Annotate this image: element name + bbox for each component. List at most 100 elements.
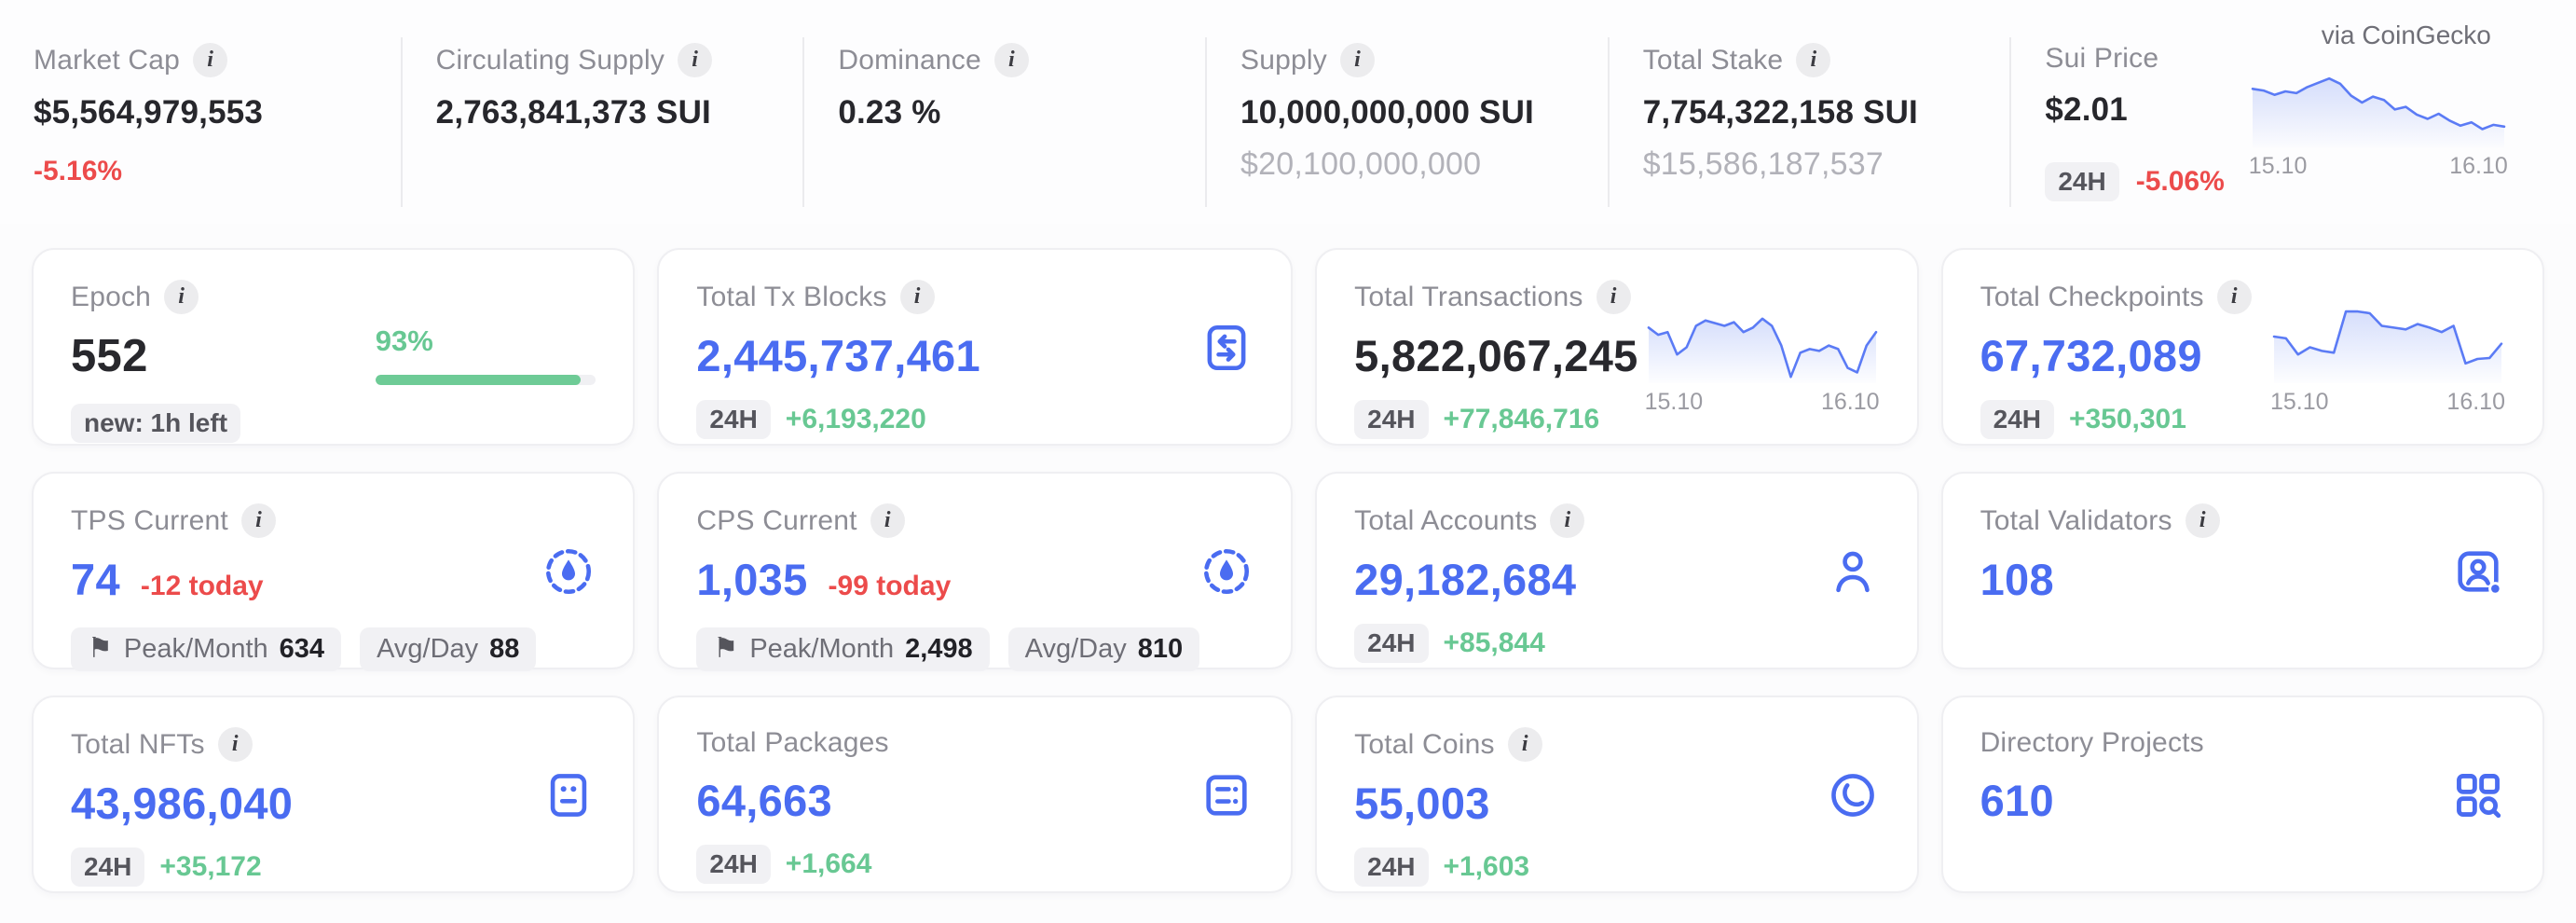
info-icon[interactable]: i — [1796, 43, 1831, 77]
nfts-delta: +35,172 — [159, 850, 262, 882]
card-total-packages: Total Packages 64,663 24H +1,664 — [657, 696, 1294, 894]
tps-avg-badge: Avg/Day 88 — [360, 627, 537, 671]
flag-icon: ⚑ — [88, 633, 113, 665]
tps-peak-badge: ⚑ Peak/Month 634 — [71, 627, 342, 671]
dominance-value: 0.23 % — [838, 94, 941, 131]
total-stake-value: 7,754,322,158 SUI — [1642, 94, 1918, 131]
supply-usd-value: $20,100,000,000 — [1240, 146, 1482, 182]
card-total-transactions: Total Transactions i 5,822,067,245 24H +… — [1315, 248, 1919, 447]
checkpoints-delta: +350,301 — [2068, 403, 2186, 434]
info-icon[interactable]: i — [240, 503, 276, 539]
epoch-progress-label: 93% — [375, 324, 433, 357]
period-badge: 24H — [71, 847, 145, 887]
supply-value: 10,000,000,000 SUI — [1240, 94, 1534, 131]
stat-dominance: Dominance i 0.23 % — [802, 37, 1205, 208]
id-badge-icon — [2458, 551, 2502, 596]
gauge-icon — [1204, 549, 1250, 595]
sparkline-x-axis: 15.10 16.10 — [2269, 389, 2505, 416]
dominance-label: Dominance — [838, 44, 981, 76]
coin-icon — [1830, 774, 1874, 818]
cps-avg-badge: Avg/Day 810 — [1007, 627, 1200, 671]
info-icon[interactable]: i — [1507, 727, 1542, 763]
metrics-grid: Epoch i 552 new: 1h left 93% Total Tx Bl… — [0, 224, 2576, 894]
gauge-icon — [546, 549, 592, 595]
card-total-nfts: Total NFTs i 43,986,040 24H +35,172 — [32, 696, 636, 894]
period-badge: 24H — [1354, 847, 1429, 887]
card-epoch: Epoch i 552 new: 1h left 93% — [32, 248, 636, 447]
cps-value: 1,035 — [696, 555, 808, 605]
supply-label: Supply — [1240, 44, 1327, 76]
tps-delta: -12 today — [140, 571, 264, 602]
cps-peak-badge: ⚑ Peak/Month 2,498 — [696, 627, 990, 671]
info-icon[interactable]: i — [2216, 280, 2252, 315]
epoch-progress-bar — [375, 374, 596, 385]
coins-delta: +1,603 — [1443, 850, 1530, 882]
sparkline-x-axis: 15.10 16.10 — [1644, 389, 1880, 416]
circulating-supply-value: 2,763,841,373 SUI — [435, 94, 711, 131]
stat-sui-price: Sui Price $2.01 24H -5.06% via CoinGecko… — [2009, 21, 2544, 208]
cps-delta: -99 today — [828, 571, 952, 602]
market-cap-value: $5,564,979,553 — [34, 94, 264, 131]
market-cap-label: Market Cap — [34, 44, 181, 76]
packages-value: 64,663 — [696, 776, 832, 826]
info-icon[interactable]: i — [2185, 503, 2220, 539]
accounts-value: 29,182,684 — [1354, 555, 1577, 605]
info-icon[interactable]: i — [899, 280, 935, 315]
info-icon[interactable]: i — [1550, 503, 1585, 539]
card-total-checkpoints: Total Checkpoints i 67,732,089 24H +350,… — [1940, 248, 2544, 447]
card-total-accounts: Total Accounts i 29,182,684 24H +85,844 — [1315, 472, 1919, 670]
nfts-value: 43,986,040 — [71, 778, 294, 829]
swap-icon — [1207, 325, 1246, 371]
info-icon[interactable]: i — [870, 503, 905, 539]
transactions-delta: +77,846,716 — [1443, 403, 1600, 434]
period-badge: 24H — [1980, 399, 2054, 439]
image-icon — [551, 774, 587, 818]
info-icon[interactable]: i — [678, 43, 713, 77]
period-badge: 24H — [1354, 399, 1429, 439]
coins-value: 55,003 — [1354, 778, 1490, 829]
period-badge: 24H — [696, 399, 771, 439]
card-cps-current: CPS Current i 1,035 -99 today ⚑ Peak/Mon… — [657, 472, 1294, 671]
info-icon[interactable]: i — [1596, 280, 1631, 315]
info-icon[interactable]: i — [993, 43, 1029, 77]
packages-delta: +1,664 — [785, 847, 872, 879]
directory-value: 610 — [1980, 776, 2054, 826]
checkpoints-value: 67,732,089 — [1980, 331, 2202, 381]
sui-price-delta: -5.06% — [2135, 166, 2225, 198]
info-icon[interactable]: i — [1339, 43, 1375, 77]
package-icon — [1206, 775, 1247, 816]
tx-blocks-value: 2,445,737,461 — [696, 331, 980, 381]
card-total-tx-blocks: Total Tx Blocks i 2,445,737,461 24H +6,1… — [657, 248, 1294, 447]
card-total-validators: Total Validators i 108 — [1940, 472, 2544, 670]
person-icon — [1835, 551, 1870, 593]
period-badge: 24H — [696, 844, 771, 884]
sparkline-x-axis: 15.10 16.10 — [2248, 153, 2508, 179]
circulating-supply-label: Circulating Supply — [435, 44, 665, 76]
total-stake-usd-value: $15,586,187,537 — [1642, 146, 1884, 182]
card-directory-projects: Directory Projects 610 — [1940, 696, 2544, 894]
transactions-value: 5,822,067,245 — [1354, 331, 1638, 381]
stat-total-stake: Total Stake i 7,754,322,158 SUI $15,586,… — [1607, 37, 2010, 208]
epoch-value: 552 — [71, 331, 148, 382]
stat-market-cap: Market Cap i $5,564,979,553 -5.16% — [32, 37, 401, 207]
checkpoints-sparkline — [2270, 288, 2505, 385]
tx-blocks-delta: +6,193,220 — [785, 403, 926, 434]
epoch-title: Epoch — [71, 281, 152, 312]
info-icon[interactable]: i — [217, 727, 253, 763]
epoch-countdown-badge: new: 1h left — [71, 403, 241, 443]
period-badge: 24H — [2045, 162, 2119, 202]
total-stake-label: Total Stake — [1642, 44, 1784, 76]
stat-supply: Supply i 10,000,000,000 SUI $20,100,000,… — [1205, 37, 1608, 208]
period-badge: 24H — [1354, 623, 1429, 663]
info-icon[interactable]: i — [193, 43, 228, 77]
market-cap-delta: -5.16% — [34, 156, 123, 186]
sui-price-value: $2.01 — [2045, 91, 2128, 128]
sui-price-sparkline — [2249, 56, 2508, 149]
via-coingecko-label: via CoinGecko — [2321, 21, 2491, 49]
network-stats-bar: Market Cap i $5,564,979,553 -5.16% Circu… — [0, 0, 2576, 225]
accounts-delta: +85,844 — [1443, 627, 1545, 658]
stat-circulating-supply: Circulating Supply i 2,763,841,373 SUI — [400, 37, 803, 208]
transactions-sparkline — [1645, 288, 1880, 385]
info-icon[interactable]: i — [164, 280, 199, 315]
